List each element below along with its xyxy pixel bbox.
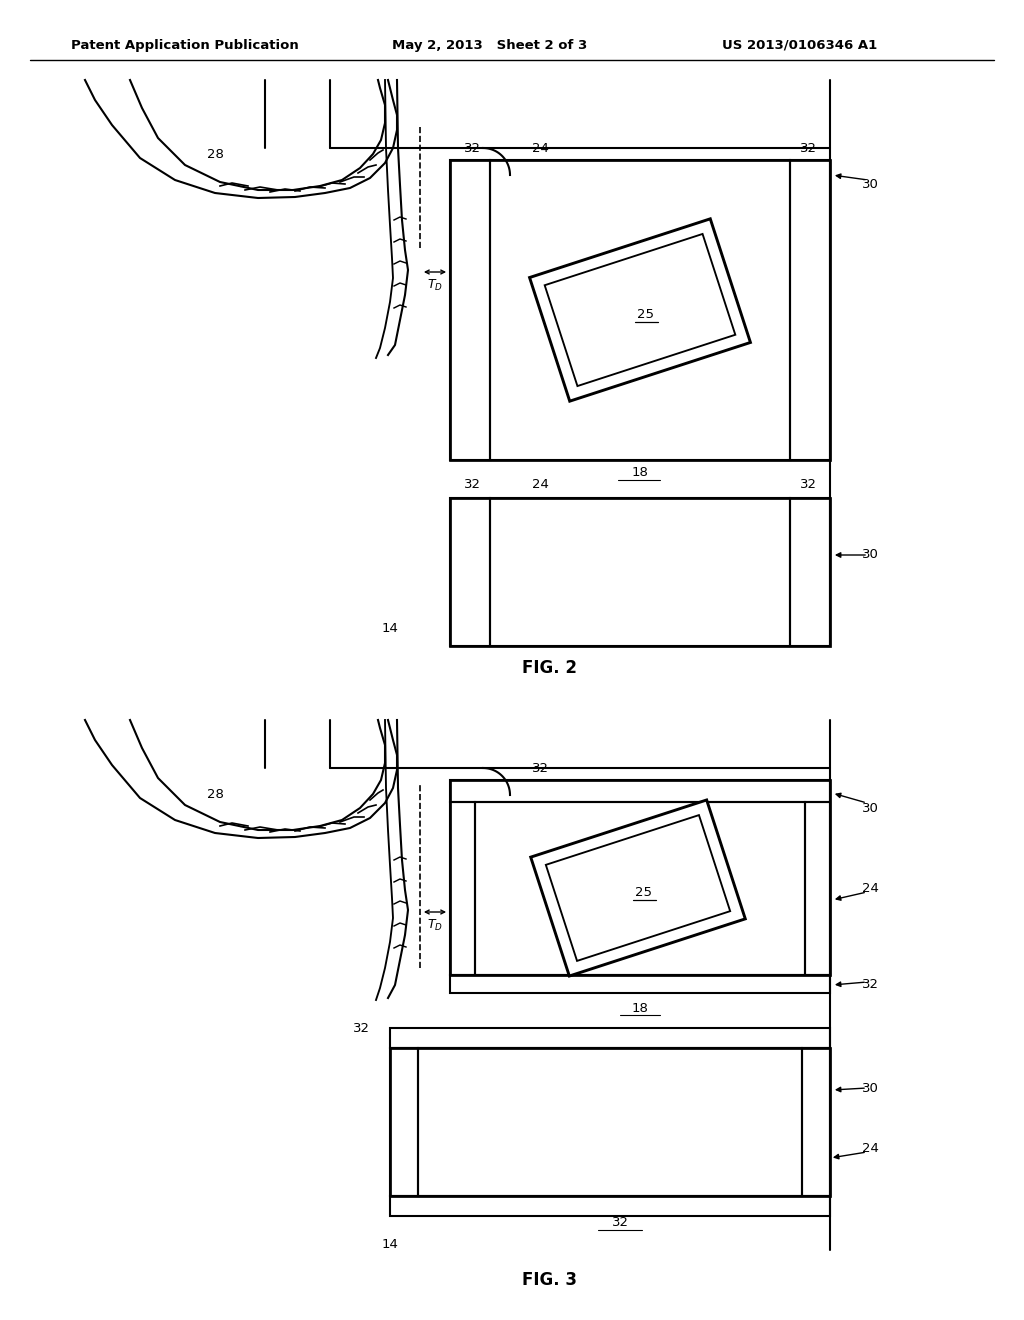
Text: 30: 30 (861, 178, 879, 191)
Bar (450, 160, 490, 459)
Text: FIG. 2: FIG. 2 (522, 659, 578, 677)
Text: 28: 28 (207, 788, 223, 801)
Text: 32: 32 (800, 141, 816, 154)
Text: 24: 24 (531, 479, 549, 491)
Bar (790, 160, 830, 459)
Text: US 2013/0106346 A1: US 2013/0106346 A1 (722, 38, 878, 51)
Bar (450, 780, 830, 803)
Text: Patent Application Publication: Patent Application Publication (71, 38, 299, 51)
Text: 32: 32 (353, 1022, 370, 1035)
Text: 18: 18 (632, 1002, 648, 1015)
Bar (450, 975, 830, 993)
Text: 24: 24 (861, 1142, 879, 1155)
Text: 30: 30 (861, 1081, 879, 1094)
Polygon shape (545, 234, 735, 385)
Bar (390, 1028, 830, 1048)
Bar (790, 498, 830, 645)
Text: 30: 30 (861, 549, 879, 561)
Text: 32: 32 (531, 762, 549, 775)
Bar (390, 1048, 418, 1196)
Text: 24: 24 (531, 141, 549, 154)
Text: 24: 24 (861, 882, 879, 895)
Polygon shape (546, 814, 730, 961)
Text: 32: 32 (464, 141, 480, 154)
Bar (390, 1196, 830, 1216)
Text: $T_D$: $T_D$ (427, 277, 443, 293)
Bar (450, 803, 475, 975)
Text: 25: 25 (637, 309, 653, 322)
Text: May 2, 2013   Sheet 2 of 3: May 2, 2013 Sheet 2 of 3 (392, 38, 588, 51)
Bar (450, 498, 490, 645)
Bar (450, 780, 830, 975)
Text: 14: 14 (382, 622, 398, 635)
Text: 32: 32 (464, 479, 480, 491)
Text: 32: 32 (611, 1217, 629, 1229)
Polygon shape (530, 800, 745, 975)
Bar (802, 1048, 830, 1196)
Bar (390, 1048, 830, 1196)
Text: 28: 28 (207, 149, 223, 161)
Text: 25: 25 (635, 887, 651, 899)
Polygon shape (529, 219, 751, 401)
Bar (805, 803, 830, 975)
Text: 32: 32 (800, 479, 816, 491)
Bar (475, 803, 805, 975)
Text: FIG. 3: FIG. 3 (522, 1271, 578, 1290)
Text: $T_D$: $T_D$ (427, 917, 443, 932)
Bar (450, 160, 830, 459)
Text: 14: 14 (382, 1238, 398, 1251)
Text: 32: 32 (861, 978, 879, 991)
Text: 18: 18 (632, 466, 648, 479)
Bar (418, 1048, 802, 1196)
Bar (490, 498, 790, 645)
Text: 30: 30 (861, 801, 879, 814)
Bar (490, 160, 790, 459)
Bar (450, 498, 830, 645)
